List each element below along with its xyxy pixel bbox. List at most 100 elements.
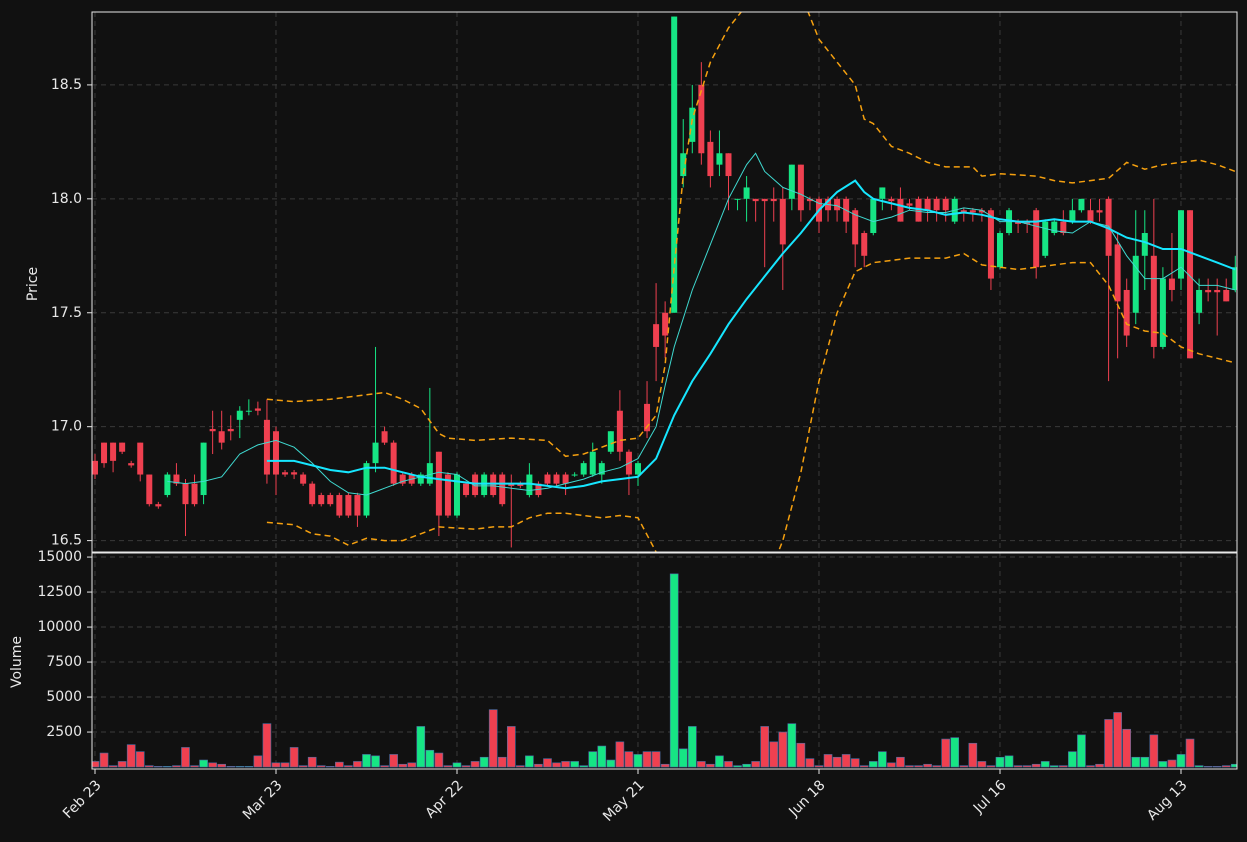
candle-body [634, 463, 641, 475]
volume-bar [443, 765, 453, 768]
volume-bar [479, 756, 489, 768]
volume-bar [117, 761, 127, 768]
volume-bar [217, 763, 226, 768]
candle-body [897, 198, 904, 222]
candle-body [399, 474, 406, 484]
volume-bar [778, 731, 788, 768]
candle-body [444, 474, 451, 516]
price-frame [91, 11, 1238, 553]
volume-bar [289, 747, 299, 768]
volume-bar [896, 756, 905, 768]
candle-body [363, 463, 370, 516]
volume-bar [1086, 765, 1095, 768]
candle-body [924, 198, 931, 211]
volume-bar [470, 761, 480, 768]
volume-bar [841, 754, 851, 768]
candle-body [245, 410, 252, 412]
volume-bar [570, 761, 579, 768]
volume-bar [1212, 766, 1222, 768]
volume-bar [950, 737, 960, 768]
volume-bar [1122, 728, 1131, 768]
candle-body [933, 198, 940, 211]
volume-bar [108, 765, 118, 768]
candle-body [1114, 244, 1121, 302]
candle-body [671, 16, 678, 313]
volume-bar [1221, 765, 1231, 768]
y-tick-label: 2500 [46, 724, 82, 740]
volume-bar [1131, 756, 1141, 768]
candle-body [689, 107, 696, 142]
volume-bar [561, 761, 570, 768]
candle-body [182, 483, 189, 505]
candle-body [978, 210, 985, 213]
volume-bar [92, 761, 100, 768]
volume-bar [534, 763, 543, 768]
volume-bar [678, 748, 688, 768]
volume-bar [208, 762, 217, 768]
volume-bar [977, 761, 987, 768]
candle-body [716, 153, 723, 165]
candle-body [1051, 221, 1058, 234]
volume-bar [163, 766, 172, 768]
candle-body [960, 210, 967, 213]
volume-bar [353, 761, 362, 768]
candle-body [562, 474, 569, 484]
candle-body [200, 442, 207, 496]
candle-body [1177, 210, 1184, 279]
candle-body [291, 472, 298, 475]
volume-bar [344, 765, 353, 768]
volume-bar [497, 756, 507, 768]
candle-body [390, 442, 397, 484]
volume-axis-label: Volume [9, 636, 25, 688]
candle-body [517, 483, 524, 486]
candle-body [1015, 221, 1022, 224]
candle-body [1214, 289, 1221, 293]
volume-bar [715, 755, 724, 768]
volume-bar [380, 765, 389, 768]
candle-body [580, 463, 587, 475]
volume-bar [859, 765, 869, 768]
candle-body [336, 495, 343, 516]
volume-bar [1013, 765, 1023, 768]
candle-body [218, 431, 225, 443]
candle-body [870, 198, 877, 234]
volume-bar [1185, 738, 1195, 768]
volume-bar [235, 766, 245, 768]
candle-body [381, 431, 388, 443]
volume-bar [271, 762, 281, 768]
volume-bar [995, 756, 1005, 768]
volume-bar [697, 761, 706, 768]
candle-body [254, 408, 261, 411]
candle-body [499, 474, 506, 505]
volume-bar [307, 756, 317, 768]
candle-body [888, 198, 895, 202]
volume-bar [506, 726, 516, 768]
candle-body [743, 187, 750, 199]
candle-body [1223, 289, 1230, 302]
candle-body [644, 403, 651, 432]
y-tick-label: 15000 [37, 549, 82, 565]
volume-bar [787, 723, 797, 768]
volume-bar [461, 765, 471, 768]
candle-body [110, 442, 117, 461]
candle-body [942, 198, 949, 211]
volume-bar [642, 751, 652, 768]
volume-bar [823, 754, 833, 768]
candle-body [209, 428, 216, 432]
candle-body [879, 187, 886, 199]
volume-bar [706, 763, 715, 768]
candle-body [861, 233, 868, 256]
candle-body [309, 483, 316, 505]
volume-bar [226, 766, 236, 768]
volume-bar [135, 751, 145, 768]
candle-body [1132, 255, 1139, 313]
candle-body [571, 474, 578, 476]
candle-body [155, 504, 162, 507]
candle-body [852, 210, 859, 245]
candle-body [463, 483, 470, 496]
volume-bar [1059, 765, 1068, 768]
volume-bar [1158, 761, 1168, 768]
candle-body [1168, 278, 1175, 290]
candle-body [1205, 289, 1212, 293]
